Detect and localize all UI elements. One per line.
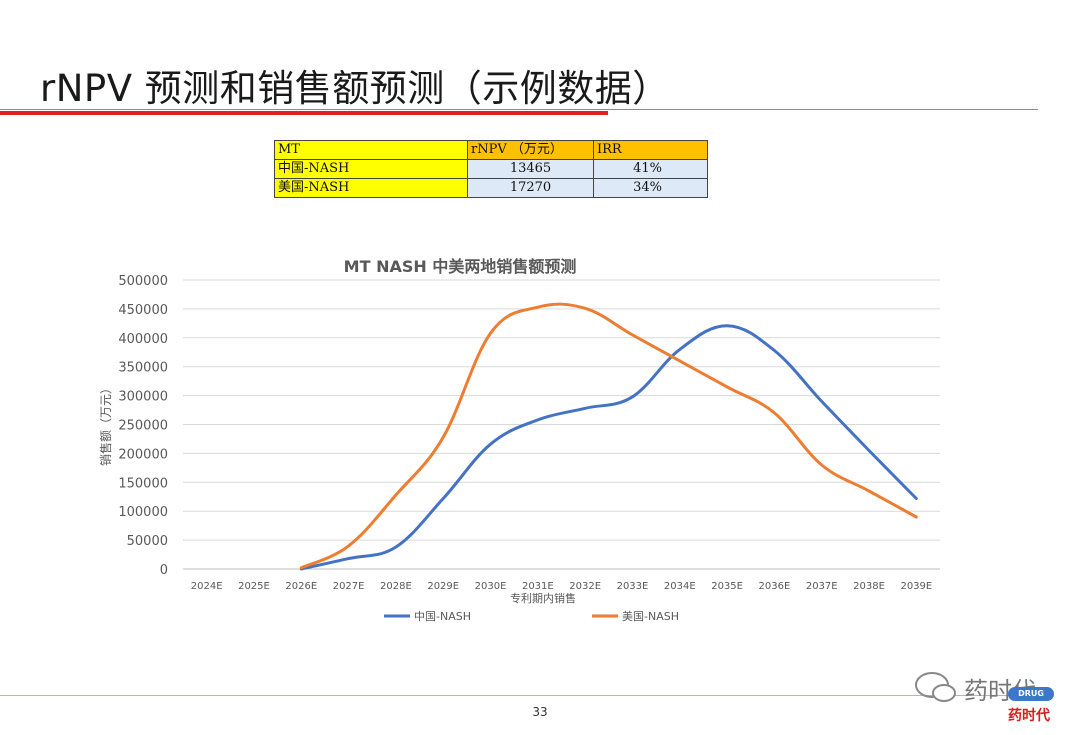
x-tick-label: 2036E: [759, 581, 791, 592]
series-line-1: [299, 324, 918, 571]
x-axis-label: 专利期内销售: [510, 591, 576, 605]
x-tick-label: 2027E: [333, 581, 365, 592]
y-tick-label: 200000: [118, 447, 168, 462]
x-tick-label: 2033E: [617, 581, 649, 592]
y-tick-label: 500000: [118, 274, 168, 289]
rnpv-value-cell: 13465: [467, 159, 594, 179]
x-tick-label: 2025E: [238, 581, 270, 592]
x-tick-label: 2026E: [285, 581, 317, 592]
y-tick-label: 350000: [118, 361, 168, 376]
slide-title: rNPV 预测和销售额预测（示例数据）: [40, 67, 670, 110]
row-label-cell: 美国-NASH: [274, 178, 468, 198]
x-tick-label: 2035E: [711, 581, 743, 592]
x-tick-label: 2034E: [664, 581, 696, 592]
page-number: 33: [532, 705, 548, 719]
y-tick-label: 0: [160, 563, 168, 578]
watermark-logo: 药时代 DRUG TIMES 药时代: [910, 665, 1070, 725]
x-tick-label: 2030E: [475, 581, 507, 592]
x-tick-label: 2031E: [522, 581, 554, 592]
x-tick-label: 2037E: [806, 581, 838, 592]
x-tick-label: 2024E: [191, 581, 223, 592]
rnpv-value-cell: 17270: [467, 178, 594, 198]
watermark-badge: DRUG TIMES: [1008, 687, 1054, 712]
x-tick-label: 2032E: [569, 581, 601, 592]
series-line-2: [299, 302, 918, 570]
legend-label: 美国-NASH: [622, 610, 679, 623]
rnpv-summary-table: MT rNPV （万元） IRR 中国-NASH 13465 41% 美国-NA…: [274, 140, 708, 198]
x-tick-label: 2038E: [853, 581, 885, 592]
y-tick-label: 150000: [118, 476, 168, 491]
row-label-cell: 中国-NASH: [274, 159, 468, 179]
y-tick-label: 50000: [127, 534, 168, 549]
header-cell-irr: IRR: [593, 140, 708, 160]
x-tick-label: 2029E: [427, 581, 459, 592]
x-tick-label: 2039E: [900, 581, 932, 592]
footer-divider: [0, 695, 1030, 696]
legend-label: 中国-NASH: [414, 610, 471, 623]
irr-value-cell: 34%: [593, 178, 708, 198]
watermark-text-red: 药时代: [1008, 708, 1050, 724]
chart-title: MT NASH 中美两地销售额预测: [344, 257, 577, 276]
title-underline-thin: [0, 109, 1038, 110]
wechat-icon: [915, 672, 956, 702]
title-underline-thick: [0, 111, 608, 115]
y-tick-label: 300000: [118, 390, 168, 405]
y-tick-label: 400000: [118, 332, 168, 347]
y-tick-label: 250000: [118, 419, 168, 434]
x-tick-label: 2028E: [380, 581, 412, 592]
y-tick-label: 100000: [118, 505, 168, 520]
table-row: 美国-NASH 17270 34%: [274, 178, 708, 198]
y-tick-label: 450000: [118, 303, 168, 318]
y-axis-label: 销售额（万元）: [98, 382, 113, 466]
